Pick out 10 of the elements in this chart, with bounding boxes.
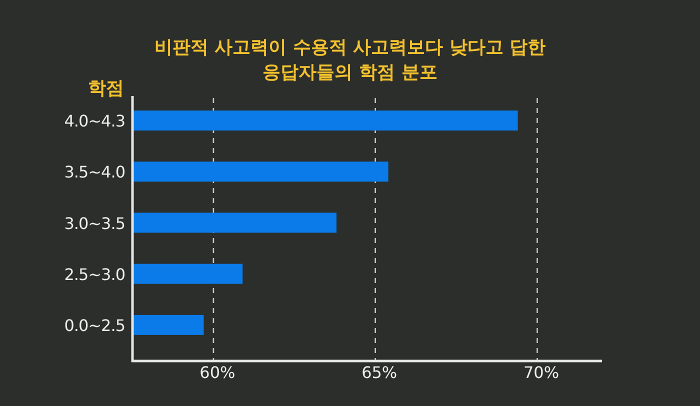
y-tick-label: 3.5~4.0	[64, 162, 126, 182]
y-tick-label: 0.0~2.5	[64, 316, 125, 335]
y-tick-label: 3.0~3.5	[64, 214, 125, 233]
y-tick-label: 4.0~4.3	[64, 112, 125, 131]
x-tick-label: 65%	[362, 363, 398, 382]
x-tick-label: 70%	[523, 363, 560, 382]
y-axis-title: 학점	[88, 78, 124, 99]
chart-title: 비판적 사고력이 수용적 사고력보다 낮다고 답한 응답자들의 학점 분포	[154, 37, 546, 83]
y-tick-label: 2.5~3.0	[64, 264, 126, 284]
x-tick-label: 60%	[200, 363, 236, 382]
